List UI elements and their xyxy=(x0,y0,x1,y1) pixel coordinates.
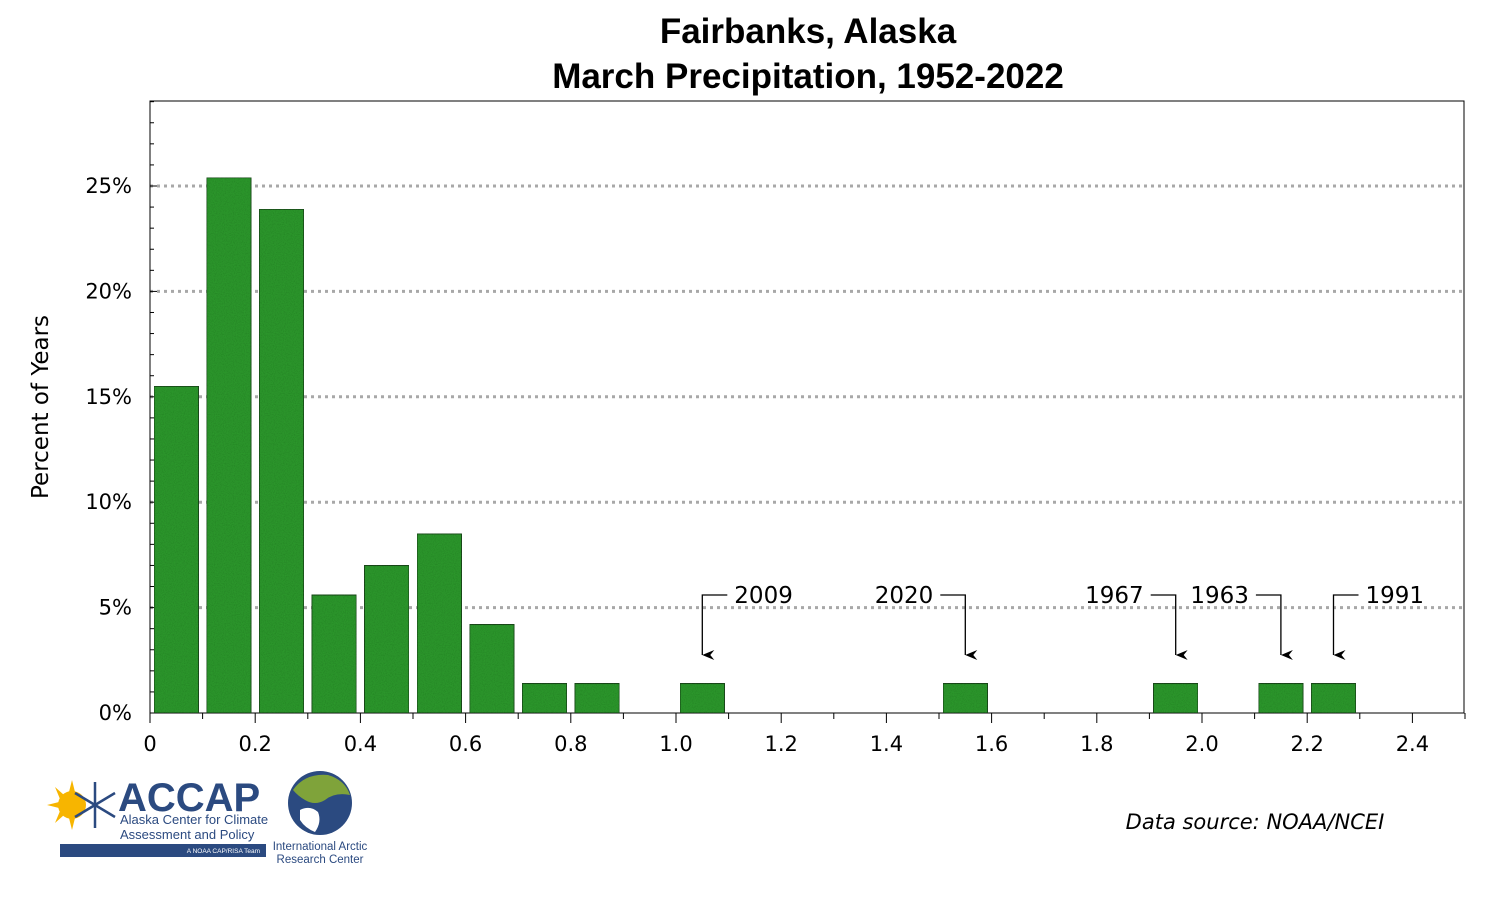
histogram-bar xyxy=(1310,682,1357,714)
histogram-bar xyxy=(206,176,252,714)
accap-line1: Alaska Center for Climate xyxy=(120,812,268,827)
chart-title-line2: March Precipitation, 1952-2022 xyxy=(552,57,1064,96)
iarc-logo: International Arctic Research Center xyxy=(273,771,368,866)
x-tick-label: 2.4 xyxy=(1396,732,1429,756)
x-tick-label: 2.2 xyxy=(1290,732,1323,756)
y-tick-label: 25% xyxy=(85,174,132,198)
x-tick-label: 0.4 xyxy=(344,732,377,756)
histogram-bar xyxy=(469,623,515,714)
histogram-bar xyxy=(574,682,620,714)
histogram-bar xyxy=(521,682,568,714)
annotation-label: 1991 xyxy=(1366,583,1425,609)
x-tick-label: 1.8 xyxy=(1080,732,1113,756)
annotation-arrow xyxy=(1332,594,1359,660)
y-tick-label: 20% xyxy=(85,279,132,303)
annotation-label: 2009 xyxy=(734,583,793,609)
y-tick-label: 10% xyxy=(85,490,132,514)
histogram-bar xyxy=(363,564,410,714)
x-tick-label: 0.6 xyxy=(449,732,482,756)
data-source-note: Data source: NOAA/NCEI xyxy=(1126,810,1385,834)
annotation-label: 1963 xyxy=(1190,583,1249,609)
histogram-bar xyxy=(153,385,200,714)
accap-line2: Assessment and Policy xyxy=(120,827,255,842)
histogram-bar xyxy=(258,208,305,714)
year-annotation: 1967 xyxy=(1085,583,1188,660)
globe-icon xyxy=(288,771,352,835)
y-axis-label: Percent of Years xyxy=(28,315,54,499)
x-tick-label: 0.8 xyxy=(554,732,587,756)
snowflake-icon xyxy=(74,782,116,828)
sun-icon xyxy=(47,780,86,830)
accap-band xyxy=(60,844,266,857)
chart-title-line1: Fairbanks, Alaska xyxy=(660,12,957,51)
year-annotation: 2009 xyxy=(701,583,793,660)
x-tick-label: 2.0 xyxy=(1185,732,1218,756)
x-tick-label: 1.6 xyxy=(975,732,1008,756)
x-tick-label: 1.4 xyxy=(870,732,903,756)
y-tick-label: 0% xyxy=(99,701,132,725)
y-tick-label: 5% xyxy=(99,596,132,620)
iarc-line1: International Arctic xyxy=(273,841,368,853)
histogram-bar xyxy=(942,682,989,714)
year-annotation: 1963 xyxy=(1190,583,1293,660)
year-annotation: 1991 xyxy=(1332,583,1425,660)
x-tick-label: 0.2 xyxy=(238,732,271,756)
histogram-bar xyxy=(679,682,726,714)
histogram-bar xyxy=(311,594,357,714)
accap-name: ACCAP xyxy=(118,776,260,820)
annotation-arrow xyxy=(940,594,978,660)
histogram-bar xyxy=(1152,682,1199,714)
accap-band-text: A NOAA CAP/RISA Team xyxy=(187,848,260,855)
annotation-label: 1967 xyxy=(1085,583,1144,609)
y-tick-label: 15% xyxy=(85,385,132,409)
annotation-arrow xyxy=(1150,594,1188,660)
annotation-arrow xyxy=(701,594,728,660)
x-tick-label: 1.0 xyxy=(659,732,692,756)
accap-logo: ACCAP Alaska Center for Climate Assessme… xyxy=(47,776,268,857)
annotation-label: 2020 xyxy=(875,583,934,609)
x-tick-label: 0 xyxy=(143,732,156,756)
iarc-line2: Research Center xyxy=(277,854,364,866)
histogram-bar xyxy=(1257,682,1304,714)
histogram-bar xyxy=(416,533,463,714)
year-annotation: 2020 xyxy=(875,583,978,660)
annotation-arrow xyxy=(1255,594,1293,660)
x-tick-label: 1.2 xyxy=(764,732,797,756)
plot-area xyxy=(149,100,1465,714)
